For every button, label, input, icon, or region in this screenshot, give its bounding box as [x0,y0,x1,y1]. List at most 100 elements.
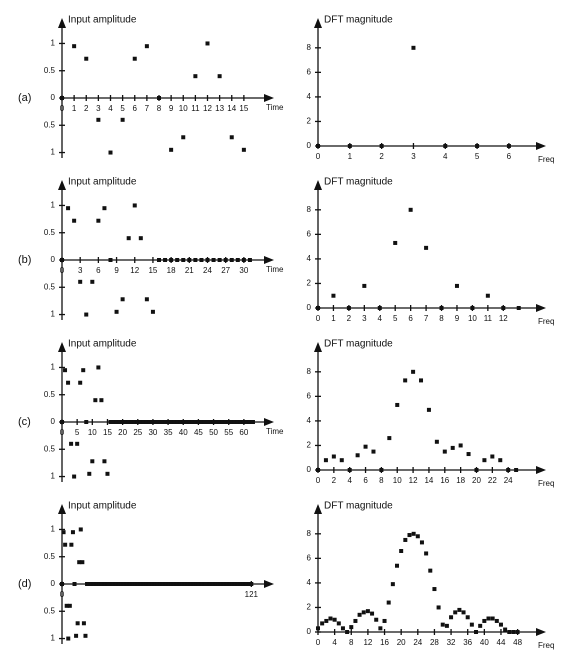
data-point [135,420,140,424]
data-point [84,56,89,61]
data-point [506,468,511,472]
data-point [395,563,400,568]
data-point [514,468,519,472]
x-tick-label: 28 [430,638,439,647]
data-point [120,420,125,424]
data-point [393,240,398,245]
data-point [114,420,119,424]
y-axis-title: Input amplitude [68,15,137,26]
data-point [443,144,448,148]
y-tick-label: 0 [307,627,312,636]
data-point [470,306,475,310]
x-tick-label: 2 [379,152,384,161]
y-tick-label: 0.5 [44,444,56,453]
data-point [498,458,503,463]
x-tick-label: 18 [167,266,176,275]
y-axis-arrow [58,180,66,190]
data-point [138,236,143,241]
data-point [105,471,110,476]
x-tick-label: 2 [84,104,89,113]
data-point [211,420,216,424]
data-point [72,474,77,479]
data-point [163,420,168,424]
data-point [241,147,246,152]
x-tick-label: 12 [203,104,212,113]
data-point [217,74,222,79]
row-label: (b) [18,254,31,266]
data-point [442,449,447,454]
data-point [411,531,416,536]
data-point [202,420,207,424]
x-tick-label: 4 [378,314,383,323]
x-tick-label: 5 [393,314,398,323]
data-point [123,420,128,424]
x-tick-label: 6 [507,152,512,161]
data-point [241,258,246,262]
row-label: (a) [18,92,31,104]
data-point [114,309,119,314]
y-tick-label: 2 [307,441,312,450]
data-point [61,530,66,535]
data-point [316,626,320,631]
data-point [111,420,116,424]
data-point [386,600,391,605]
data-point [457,607,462,612]
x-axis-arrow [536,304,546,312]
x-tick-label: 5 [475,152,480,161]
data-point [399,549,404,553]
x-axis-title: Time [266,103,284,112]
y-tick-label: 0 [51,93,56,102]
data-point [96,365,101,370]
y-tick-label: 0 [51,579,56,588]
x-tick-label: 50 [209,428,218,437]
x-tick-label: 36 [463,638,472,647]
data-point [345,630,350,634]
x-tick-label: 40 [179,428,188,437]
x-tick-label: 2 [332,476,337,485]
y-tick-label: 0.5 [44,552,56,561]
x-tick-label: 15 [239,104,248,113]
data-point [515,630,520,634]
x-tick-label: 12 [130,266,139,275]
x-tick-label: 15 [103,428,112,437]
data-point [362,283,367,288]
y-tick-label: 1 [51,201,56,210]
data-point [408,207,413,212]
data-point [214,420,219,424]
x-tick-label: 55 [224,428,233,437]
data-point [316,306,320,310]
data-point [474,630,479,634]
y-tick-label: 0 [307,141,312,150]
y-axis-title: Input amplitude [68,501,137,512]
x-tick-label: 30 [239,266,248,275]
x-tick-label: 20 [397,638,406,647]
x-tick-label: 27 [221,266,230,275]
x-tick-label: 2 [347,314,352,323]
data-point [96,218,101,223]
data-point [84,312,89,317]
x-tick-label: 3 [78,266,83,275]
data-point [120,117,125,122]
data-point [157,96,161,100]
data-point [407,533,412,538]
y-tick-label: 8 [307,529,312,538]
data-point [235,258,240,262]
x-axis-title: Freq [538,317,554,326]
data-point [108,258,113,262]
x-tick-label: 6 [408,314,413,323]
data-point [144,420,149,424]
data-point [66,636,71,641]
data-point [147,420,152,424]
x-tick-label: 5 [120,104,125,113]
data-point [454,283,459,288]
data-point [220,420,225,424]
data-point [379,468,384,472]
y-tick-label: 0 [307,303,312,312]
x-tick-label: 18 [456,476,465,485]
x-tick-label: 7 [424,314,429,323]
data-point [346,306,351,310]
data-point [96,117,101,122]
data-point [501,306,506,310]
data-point [382,618,387,623]
data-point [77,560,82,565]
